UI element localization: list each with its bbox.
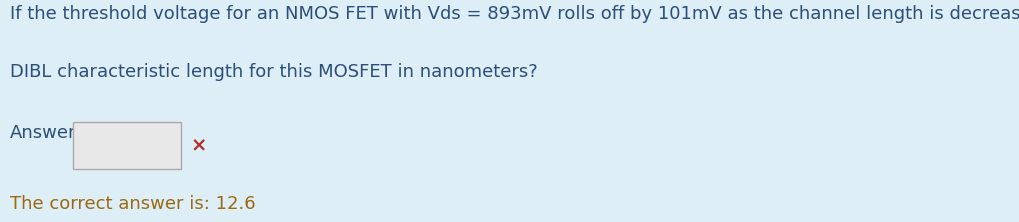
FancyBboxPatch shape — [73, 122, 180, 169]
Text: ×: × — [191, 136, 207, 155]
Text: Answer:: Answer: — [10, 124, 83, 142]
Text: The correct answer is: 12.6: The correct answer is: 12.6 — [10, 195, 256, 213]
Text: If the threshold voltage for an NMOS FET with Vds = 893mV rolls off by 101mV as : If the threshold voltage for an NMOS FET… — [10, 5, 1019, 23]
Text: DIBL characteristic length for this MOSFET in nanometers?: DIBL characteristic length for this MOSF… — [10, 63, 537, 81]
